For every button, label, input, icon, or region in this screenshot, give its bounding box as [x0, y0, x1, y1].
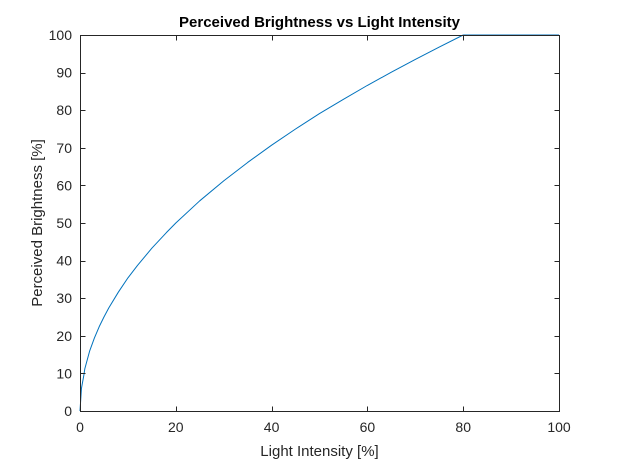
x-tick-label: 0: [76, 419, 84, 435]
y-tick-label: 70: [56, 140, 72, 156]
x-tick-label: 80: [455, 419, 471, 435]
x-axis-label: Light Intensity [%]: [260, 443, 378, 460]
axes-box: [80, 35, 560, 412]
y-tick-label: 20: [56, 328, 72, 344]
x-tick-label: 100: [547, 419, 571, 435]
series-layer: [79, 34, 559, 412]
x-tick-label: 40: [264, 419, 280, 435]
y-tick-label: 30: [56, 290, 72, 306]
y-tick-label: 100: [49, 27, 73, 43]
y-axis-label: Perceived Brightness [%]: [29, 139, 46, 307]
chart-title: Perceived Brightness vs Light Intensity: [179, 14, 461, 31]
y-tick-label: 40: [56, 253, 72, 269]
y-tick-label: 50: [56, 215, 72, 231]
series-line-0: [79, 34, 559, 412]
y-tick-label: 10: [56, 365, 72, 381]
y-tick-label: 0: [64, 403, 72, 419]
plot-area: [80, 35, 559, 411]
y-tick-label: 60: [56, 177, 72, 193]
y-tick-label: 90: [56, 65, 72, 81]
y-tick-label: 80: [56, 102, 72, 118]
x-tick-label: 60: [360, 419, 376, 435]
x-tick-label: 20: [168, 419, 184, 435]
